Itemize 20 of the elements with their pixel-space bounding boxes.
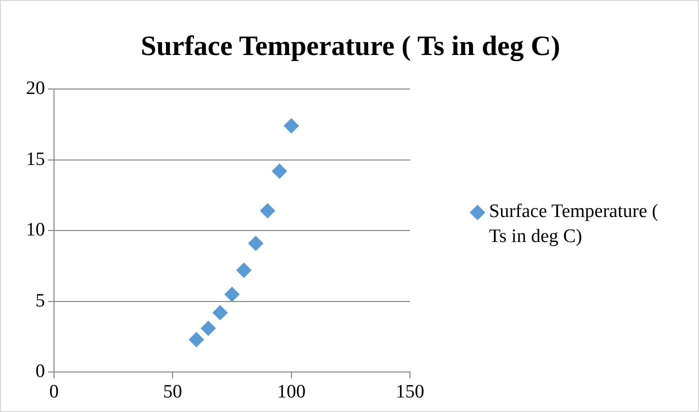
y-tick-label: 15 <box>26 148 45 170</box>
x-tick-label: 100 <box>277 382 306 403</box>
x-tick-label: 0 <box>49 382 59 403</box>
y-tick-label: 10 <box>26 220 45 241</box>
point <box>260 203 276 218</box>
point <box>236 262 252 278</box>
y-tick-label: 20 <box>26 78 45 99</box>
chart-title: Surface Temperature ( Ts in deg C) <box>140 31 562 63</box>
y-tick-label: 0 <box>36 361 45 382</box>
point <box>212 305 228 320</box>
point <box>284 118 299 134</box>
legend-label: Surface Temperature ( Ts in deg C) <box>489 200 660 249</box>
point <box>248 236 264 251</box>
point <box>272 164 287 179</box>
point <box>224 286 240 302</box>
point <box>200 320 216 336</box>
y-tick-label: 5 <box>36 290 45 312</box>
point <box>188 332 204 348</box>
x-tick-label: 150 <box>396 382 424 403</box>
x-tick-label: 50 <box>163 382 182 403</box>
